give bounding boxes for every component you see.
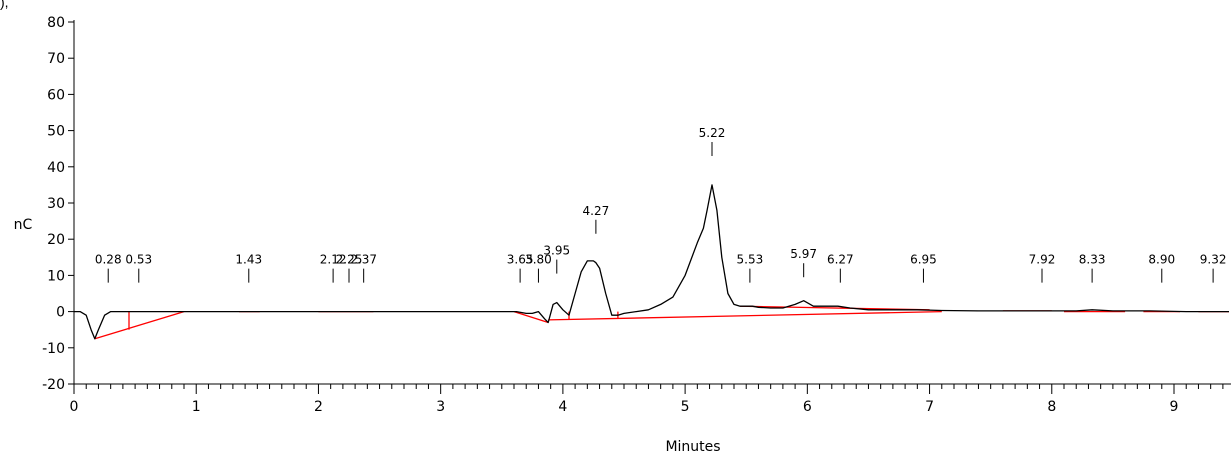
peak-label: 6.27 [827, 253, 854, 267]
peak-label: 3.95 [543, 244, 570, 258]
x-tick-label: 7 [925, 399, 934, 415]
x-tick-label: 5 [681, 399, 690, 415]
y-tick-label: 50 [47, 124, 65, 140]
y-tick-label: 10 [47, 268, 65, 284]
x-tick-label: 8 [1047, 399, 1056, 415]
peak-label: 4.27 [583, 204, 610, 218]
peak-label: 3.80 [525, 253, 552, 267]
baseline-segment [513, 310, 549, 324]
y-tick-label: 30 [47, 196, 65, 212]
peak-label: 9.32 [1200, 253, 1227, 267]
peak-label: 8.33 [1079, 253, 1106, 267]
x-tick-label: 1 [192, 399, 201, 415]
peak-label: 8.90 [1148, 253, 1175, 267]
peak-label: 7.92 [1029, 253, 1056, 267]
y-tick-label: -10 [42, 341, 65, 357]
y-axis-label: nC [14, 217, 33, 233]
y-tick-label: 0 [56, 305, 65, 321]
peak-label: 2.37 [350, 253, 377, 267]
x-tick-label: 6 [803, 399, 812, 415]
trace-group [74, 184, 1229, 340]
x-tick-label: 4 [558, 399, 567, 415]
baseline-segment [548, 310, 942, 321]
peak-label: 2.25 [336, 253, 363, 267]
peak-label: 1.43 [235, 253, 262, 267]
x-tick-label: 3 [436, 399, 445, 415]
peak-label: 3.65 [507, 253, 534, 267]
peak-label: 6.95 [910, 253, 937, 267]
y-tick-label: 60 [47, 87, 65, 103]
x-tick-label: 9 [1170, 399, 1179, 415]
peak-label: 0.28 [95, 253, 122, 267]
peak-labels: 0.28 0.53 1.43 2.122.252.37 3.653.803.95 4.27… [95, 126, 1227, 283]
baseline-segment [94, 310, 185, 340]
x-axis-label: Minutes [665, 439, 720, 455]
y-tick-label: 80 [47, 15, 65, 31]
peak-label: 5.97 [790, 247, 817, 261]
peak-label: 5.22 [699, 126, 726, 140]
peak-label: 0.53 [125, 253, 152, 267]
axes: -20 -10 0 10 20 30 40 50 60 70 80 0 1 2 3 4 5 6 7 8 9 [42, 15, 1231, 415]
x-tick-label: 2 [314, 399, 323, 415]
y-tick-label: 70 [47, 51, 65, 67]
corner-label: ), [0, 0, 9, 10]
x-tick-label: 0 [70, 399, 79, 415]
y-tick-label: -20 [42, 377, 65, 393]
y-tick-label: 40 [47, 160, 65, 176]
peak-label: 5.53 [737, 253, 764, 267]
y-tick-label: 20 [47, 232, 65, 248]
peak-label: 2.12 [320, 253, 347, 267]
signal-trace [74, 184, 1229, 340]
